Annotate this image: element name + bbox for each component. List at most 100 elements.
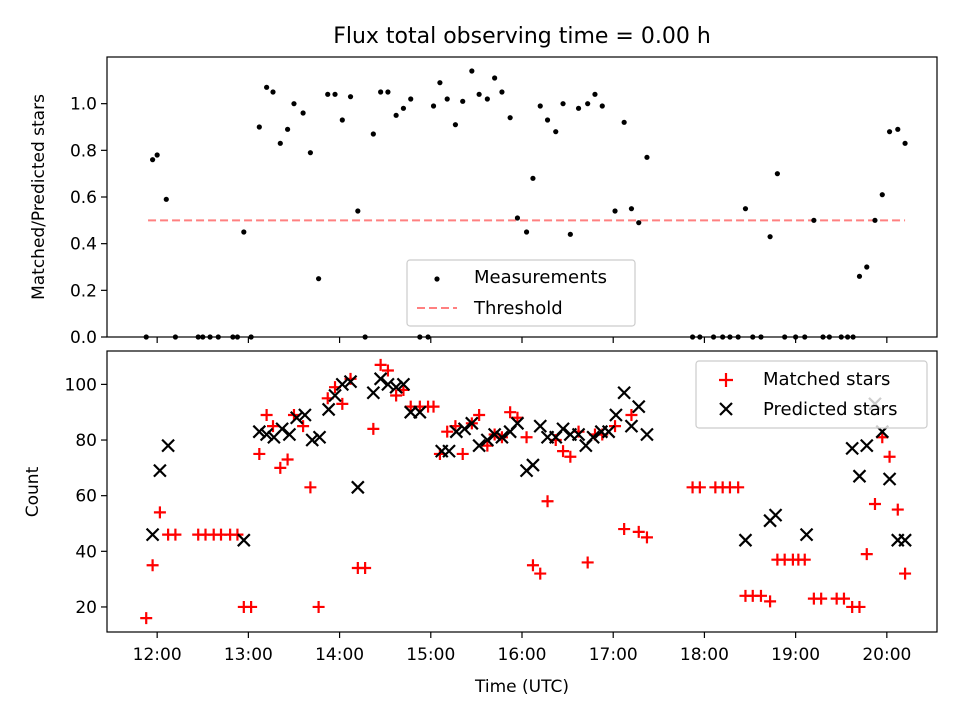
matched-stars-point bbox=[868, 498, 881, 511]
ratio-y-axis-label: Matched/Predicted stars bbox=[29, 94, 49, 300]
matched-stars-point bbox=[837, 592, 850, 605]
predicted-stars-point bbox=[328, 388, 342, 403]
matched-stars-point bbox=[564, 450, 577, 463]
measurements-point bbox=[886, 129, 893, 135]
matched-stars-point bbox=[481, 439, 494, 452]
predicted-stars-point bbox=[389, 380, 403, 394]
matched-stars-point bbox=[581, 556, 594, 569]
measurements-point bbox=[585, 101, 591, 107]
measurements-point bbox=[307, 150, 313, 156]
matched-stars-point bbox=[526, 559, 539, 572]
predicted-stars-point bbox=[480, 433, 495, 447]
predicted-stars-point bbox=[366, 385, 381, 400]
measurements-point bbox=[599, 103, 605, 109]
measurements-point bbox=[644, 154, 650, 160]
measurements-point bbox=[408, 96, 414, 102]
predicted-stars-point bbox=[631, 399, 646, 414]
measurements-point bbox=[507, 115, 513, 121]
measurements-point bbox=[856, 273, 863, 279]
matched-stars-point bbox=[557, 445, 570, 458]
counts-y-axis-label: Count bbox=[23, 466, 43, 517]
predicted-stars-point bbox=[373, 372, 388, 386]
measurements-point bbox=[476, 91, 482, 97]
x-tick-label: 19:00 bbox=[771, 645, 820, 665]
matched-stars-point bbox=[764, 595, 777, 608]
matched-stars-point bbox=[336, 397, 349, 410]
predicted-stars-point bbox=[738, 533, 753, 547]
matched-stars-point bbox=[625, 408, 638, 421]
predicted-stars-point bbox=[351, 480, 365, 495]
measurements-point bbox=[774, 171, 780, 177]
matched-stars-point bbox=[473, 408, 486, 421]
measurements-point bbox=[339, 117, 345, 123]
matched-stars-point bbox=[245, 600, 258, 613]
measurements-point bbox=[325, 91, 331, 97]
counts-y-tick-label: 40 bbox=[75, 542, 97, 562]
predicted-stars-point bbox=[282, 427, 297, 442]
predicted-stars-point bbox=[526, 458, 540, 472]
x-tick-label: 17:00 bbox=[589, 645, 638, 665]
ratio-y-tick-label: 1.0 bbox=[70, 95, 97, 115]
predicted-stars-point bbox=[442, 444, 456, 458]
predicted-stars-point bbox=[472, 438, 486, 453]
measurements-point bbox=[872, 217, 878, 223]
measurements-point bbox=[332, 91, 338, 97]
measurements-point bbox=[347, 94, 354, 100]
matched-stars-point bbox=[732, 481, 745, 494]
measurements-point bbox=[575, 105, 582, 111]
legend-matched-label: Matched stars bbox=[763, 369, 890, 390]
matched-stars-point bbox=[754, 589, 767, 602]
measurements-point bbox=[895, 126, 901, 132]
matched-stars-point bbox=[511, 411, 524, 424]
x-tick-label: 12:00 bbox=[133, 645, 182, 665]
matched-stars-point bbox=[153, 506, 166, 519]
legend-threshold-label: Threshold bbox=[473, 298, 563, 319]
matched-stars-point bbox=[359, 562, 372, 575]
predicted-stars-point bbox=[609, 408, 623, 422]
predicted-stars-point bbox=[153, 463, 167, 478]
predicted-stars-point bbox=[161, 438, 175, 453]
measurements-point bbox=[544, 117, 551, 123]
ratio-panel-frame bbox=[106, 56, 938, 338]
measurements-point bbox=[452, 122, 459, 128]
matched-stars-point bbox=[853, 600, 866, 613]
matched-stars-point bbox=[456, 447, 469, 460]
matched-stars-point bbox=[504, 406, 517, 419]
measurements-point bbox=[430, 103, 437, 109]
predicted-stars-point bbox=[413, 405, 427, 419]
x-axis-label: Time (UTC) bbox=[474, 677, 569, 697]
predicted-stars-point bbox=[275, 422, 289, 436]
measurements-point bbox=[537, 103, 543, 109]
matched-stars-point bbox=[876, 431, 889, 444]
measurements-point bbox=[316, 276, 322, 282]
x-tick-label: 13:00 bbox=[224, 645, 273, 665]
predicted-stars-point bbox=[601, 424, 616, 439]
counts-y-tick-label: 20 bbox=[75, 598, 97, 618]
measurements-point bbox=[530, 175, 536, 181]
predicted-stars-point bbox=[396, 377, 411, 392]
matched-stars-point bbox=[883, 450, 896, 463]
predicted-stars-point bbox=[312, 430, 327, 445]
measurements-point bbox=[300, 110, 306, 116]
measurements-point bbox=[378, 89, 384, 95]
measurements-point bbox=[256, 124, 262, 130]
legend-predicted-label: Predicted stars bbox=[763, 399, 897, 420]
measurements-point bbox=[499, 89, 505, 95]
measurements-point bbox=[370, 131, 376, 137]
counts-y-tick-label: 60 bbox=[75, 487, 97, 507]
matched-stars-point bbox=[267, 420, 279, 433]
matched-stars-point bbox=[640, 531, 653, 544]
ratio-y-tick-label: 0.0 bbox=[70, 328, 97, 348]
predicted-stars-point bbox=[624, 419, 639, 433]
measurements-point bbox=[636, 220, 642, 226]
measurements-point bbox=[437, 80, 443, 86]
matched-stars-point bbox=[374, 358, 387, 371]
x-tick-label: 16:00 bbox=[498, 645, 547, 665]
legend-measurements-marker bbox=[434, 276, 440, 282]
ratio-panel: 0.0 0.2 0.4 0.6 0.8 1.0 Matched/Predicted sta… bbox=[29, 56, 938, 348]
matched-stars-point bbox=[253, 447, 266, 460]
measurements-point bbox=[612, 208, 618, 214]
predicted-stars-point bbox=[457, 422, 472, 436]
ratio-legend: Measurements Threshold bbox=[406, 259, 636, 327]
measurements-point bbox=[592, 91, 598, 97]
